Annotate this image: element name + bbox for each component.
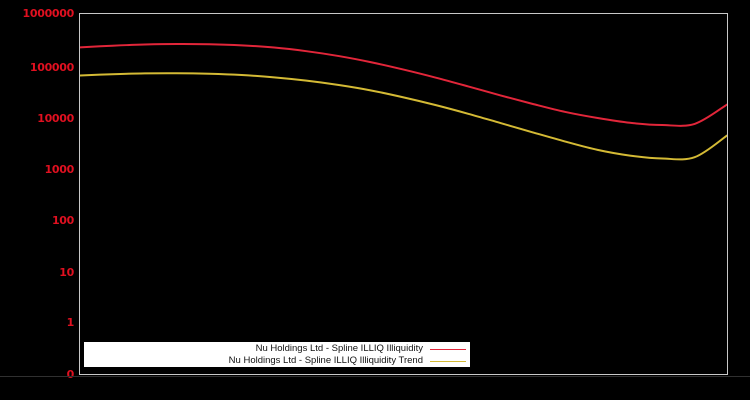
y-tick-label: 1000000 — [22, 7, 75, 20]
y-tick-label: 10000 — [37, 112, 74, 125]
y-tick-label: 100 — [51, 214, 74, 227]
bottom-divider — [0, 376, 750, 377]
plot-area — [79, 13, 728, 375]
legend-entry-illiq: Nu Holdings Ltd - Spline ILLIQ Illiquidi… — [84, 343, 470, 355]
legend-line-swatch-icon — [430, 348, 466, 350]
series-canvas — [80, 43, 727, 161]
y-tick-label: 1 — [66, 316, 75, 329]
legend-line-swatch-icon — [430, 360, 466, 362]
y-axis: 1000000 100000 10000 1000 100 10 1 0 — [0, 0, 75, 400]
legend: Nu Holdings Ltd - Spline ILLIQ Illiquidi… — [84, 342, 470, 367]
y-tick-label: 100000 — [29, 61, 74, 74]
legend-label: Nu Holdings Ltd - Spline ILLIQ Illiquidi… — [228, 355, 423, 366]
y-tick-label: 1000 — [44, 163, 75, 176]
y-tick-label: 0 — [66, 368, 75, 381]
y-tick-label: 10 — [59, 266, 74, 279]
legend-entry-illiq-trend: Nu Holdings Ltd - Spline ILLIQ Illiquidi… — [84, 355, 470, 367]
line-series-illiq — [80, 43, 727, 127]
legend-label: Nu Holdings Ltd - Spline ILLIQ Illiquidi… — [255, 343, 423, 354]
line-series-illiq-trend — [80, 72, 727, 161]
